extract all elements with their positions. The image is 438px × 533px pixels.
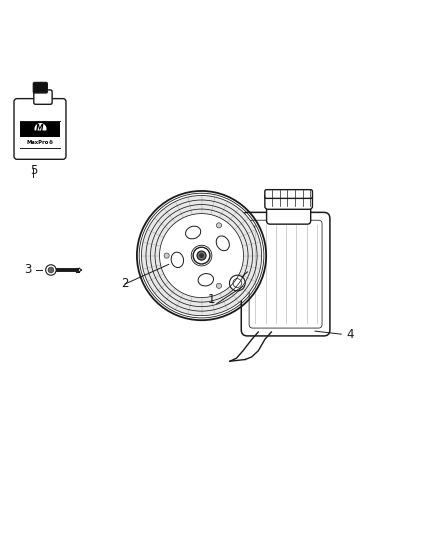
Circle shape [193,247,210,264]
Circle shape [48,267,54,273]
FancyBboxPatch shape [34,90,52,104]
FancyBboxPatch shape [267,200,311,224]
Text: M: M [36,125,44,133]
Circle shape [159,214,244,297]
FancyBboxPatch shape [265,190,312,198]
Circle shape [141,196,261,316]
Text: 5: 5 [30,164,37,177]
Circle shape [46,265,56,275]
Circle shape [199,253,204,258]
FancyBboxPatch shape [241,212,330,336]
Circle shape [216,223,222,228]
Ellipse shape [186,226,201,239]
Ellipse shape [171,252,184,268]
Text: 3: 3 [24,263,32,277]
Circle shape [216,283,222,288]
Circle shape [197,251,206,260]
Text: 4: 4 [346,328,354,341]
Text: 2: 2 [121,278,129,290]
FancyBboxPatch shape [14,99,66,159]
Circle shape [164,253,169,258]
Bar [20,136,60,148]
Bar [20,121,60,148]
Ellipse shape [198,273,213,286]
Text: 1: 1 [208,293,215,306]
Ellipse shape [216,236,230,251]
FancyBboxPatch shape [33,83,47,93]
Circle shape [230,275,245,291]
Text: MaxPro®: MaxPro® [26,140,54,145]
FancyBboxPatch shape [265,193,312,209]
